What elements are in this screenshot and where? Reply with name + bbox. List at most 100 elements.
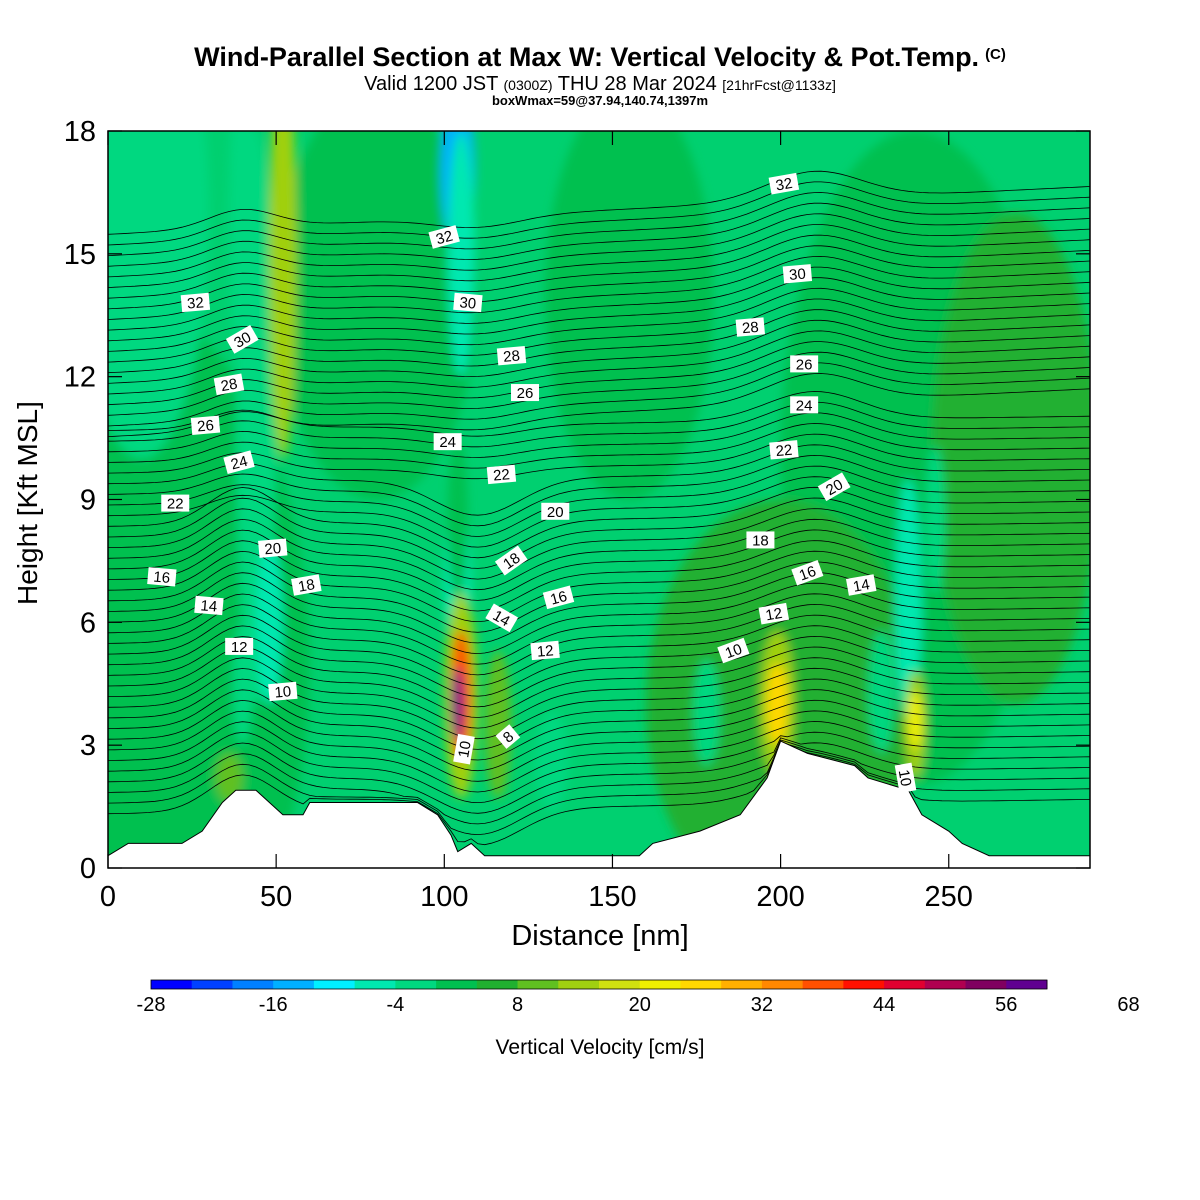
contour-label: 14 [485,603,519,633]
contour-label: 18 [494,545,528,576]
contour-label-text: 18 [752,532,769,549]
contour-label-box [494,545,528,576]
theta-contour-line [108,667,1090,740]
contour-label-box [717,637,750,664]
theta-contour-line [108,213,1090,278]
colorbar-swatch [1006,980,1048,989]
contour-label-box [147,567,177,587]
colorbar-swatch [476,980,519,989]
contour-label-text: 10 [274,683,292,701]
contour-label: 10 [453,733,475,765]
theta-contour-line [108,330,1090,395]
contour-label-text: 32 [774,175,793,195]
contour-label: 14 [194,595,224,616]
x-tick-label: 200 [756,881,804,913]
contour-label: 16 [147,567,177,587]
contour-label-box [180,292,211,313]
theta-contour-line [108,181,1090,246]
colorbar-swatch [599,980,641,989]
contour-label-text: 26 [796,356,813,373]
theta-contour-line [108,614,1090,686]
velocity-cell [229,131,256,377]
contour-label-text: 16 [153,569,171,587]
velocity-cell [693,659,721,766]
theta-contour-line [108,287,1090,352]
x-tick-label: 100 [420,881,468,913]
contour-label-text: 28 [219,376,238,396]
theta-contour-line [108,202,1090,267]
contour-label-text: 10 [723,641,744,663]
contour-label-text: 14 [852,576,871,596]
contour-label-box [782,264,813,284]
theta-contour-line [108,444,1090,516]
theta-contour-line [108,739,1090,825]
contour-label: 22 [769,440,799,460]
colorbar-swatch [965,980,1007,989]
theta-contour-line [108,341,1090,406]
contour-label-text: 18 [297,576,316,596]
contour-label-box [190,415,221,435]
velocity-cell [931,212,1090,705]
contour-label-text: 24 [439,434,456,451]
contour-label: 26 [190,415,221,435]
theta-contour-line [108,625,1090,697]
contour-label-text: 24 [229,453,250,474]
colorbar-swatch [761,980,804,989]
chart-title-text: Wind-Parallel Section at Max W: Vertical… [194,42,980,72]
theta-contour-line [108,255,1090,320]
contour-label: 32 [428,225,460,249]
contour-label-text: 32 [186,294,204,312]
contour-label-text: 26 [197,417,215,435]
contour-label-box [223,450,255,475]
contour-label-box [746,531,775,549]
valid-time: Valid 1200 JST [364,73,498,95]
velocity-cell [484,650,512,799]
colorbar-swatch [313,980,356,989]
theta-contour-line [108,689,1090,761]
contour-label-text: 20 [547,504,564,521]
theta-contour-line [108,486,1090,559]
contour-label-box [541,502,570,520]
y-tick-label: 15 [64,239,96,271]
theta-contour-line [108,433,1090,480]
velocity-cell [908,691,922,750]
theta-contour-line [108,465,1090,537]
contour-label: 28 [496,346,527,366]
colorbar-swatch [924,980,967,989]
contour-label-box [428,225,460,249]
theta-contour-line [108,572,1090,644]
x-tick-label: 150 [588,881,636,913]
contour-label-box [530,640,560,661]
contour-label-box [817,472,851,502]
contour-label-box [161,494,190,512]
contour-label-text: 10 [895,768,915,787]
contour-label-text: 22 [775,442,793,460]
contour-label-box [258,538,288,558]
contour-label-text: 12 [764,605,783,625]
contour-label-box [268,681,298,702]
x-tick-label: 50 [260,881,292,913]
colorbar-swatch [721,980,763,989]
theta-contour-line [108,192,1090,256]
colorbar-tick-label: 56 [995,994,1017,1016]
theta-contour-line [108,170,1090,235]
contour-label-box [496,346,527,366]
valid-date: THU 28 Mar 2024 [557,73,717,95]
velocity-cell [894,479,922,725]
contour-label-text: 32 [434,228,455,249]
colorbar-swatch [191,980,233,989]
theta-contour-line [108,298,1090,363]
contour-label-box [486,464,517,485]
theta-contour-line [108,362,1090,427]
colorbar-swatch [436,980,478,989]
colorbar-swatch [558,980,600,989]
contour-label: 10 [717,637,750,664]
colorbar-tick-label: 32 [751,994,773,1016]
velocity-cell [868,630,895,754]
y-tick-label: 9 [80,485,96,517]
colorbar-swatch [680,980,722,989]
contour-label-text: 16 [797,563,818,585]
y-tick-label: 0 [80,853,96,885]
velocity-cell [535,712,569,811]
